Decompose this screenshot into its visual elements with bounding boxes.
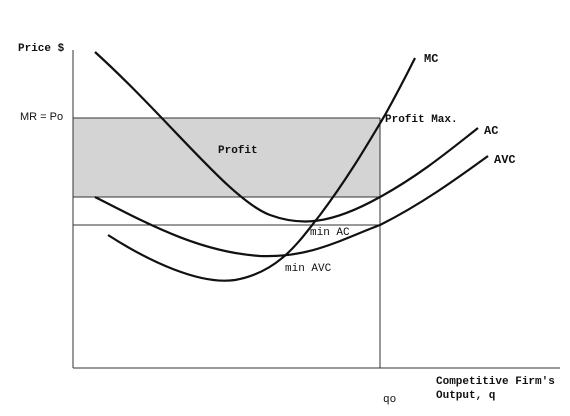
min-ac-label: min AC	[310, 227, 350, 239]
x-axis-label: Output, q	[436, 390, 495, 402]
profit-label: Profit	[218, 145, 258, 157]
min-avc-label: min AVC	[285, 263, 332, 275]
avc-label: AVC	[494, 153, 516, 167]
ac-label: AC	[484, 124, 498, 138]
mc-label: MC	[424, 52, 438, 66]
price-label: MR = Po	[20, 111, 63, 123]
quantity-label: qo	[383, 394, 396, 406]
x-axis-label: Competitive Firm's	[436, 376, 555, 388]
ac-curve	[94, 51, 479, 223]
profit-max-label: Profit Max.	[385, 114, 458, 126]
avc-curve	[94, 155, 489, 258]
mc-curve	[107, 57, 416, 282]
y-axis-label: Price $	[18, 43, 65, 55]
